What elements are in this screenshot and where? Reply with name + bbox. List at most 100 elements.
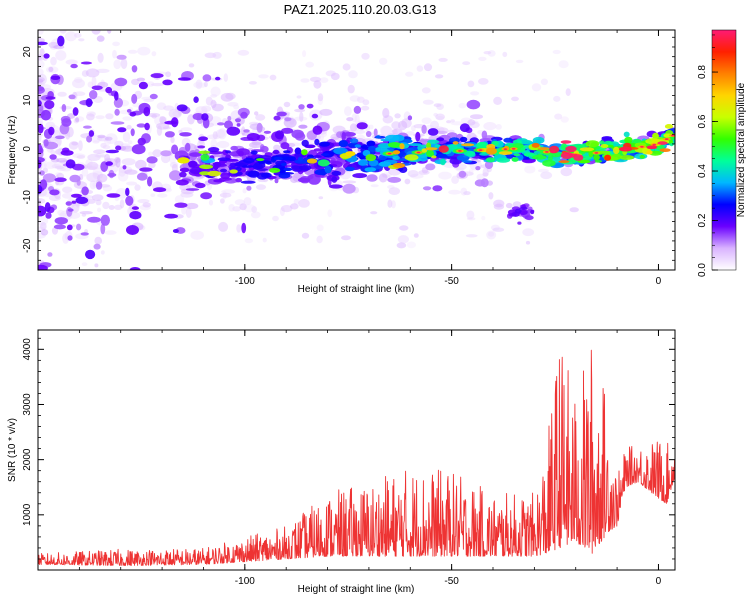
heatmap-cell	[217, 157, 231, 161]
heatmap-cell	[115, 145, 122, 151]
heatmap-cell	[352, 173, 368, 179]
heatmap-cell	[134, 184, 141, 191]
heatmap-cell	[478, 78, 489, 85]
heatmap-cell	[243, 129, 250, 133]
heatmap-cell	[39, 170, 45, 176]
heatmap-cell	[113, 59, 122, 70]
heatmap-cell	[294, 108, 306, 113]
heatmap-cell	[81, 186, 89, 196]
heatmap-cell	[66, 224, 73, 231]
heatmap-cell	[165, 71, 172, 78]
heatmap-cell	[398, 120, 408, 131]
heatmap-cell	[357, 159, 369, 166]
heatmap-cell	[530, 209, 535, 215]
heatmap-cell	[120, 58, 128, 70]
heatmap-cell	[485, 147, 497, 155]
heatmap-cell	[470, 91, 480, 96]
heatmap-cell	[321, 153, 329, 157]
heatmap-cell	[125, 187, 130, 197]
heatmap-cell	[61, 104, 67, 112]
heatmap-cell	[368, 159, 379, 166]
heatmap-cell	[147, 151, 154, 156]
heatmap-cell	[356, 122, 368, 130]
heatmap-cell	[81, 168, 89, 177]
heatmap-cell	[126, 181, 138, 186]
heatmap-cell	[106, 193, 121, 198]
heatmap-cell	[545, 151, 549, 153]
heatmap-cell	[131, 206, 139, 210]
heatmap-cell	[298, 199, 310, 208]
heatmap-cell	[463, 150, 476, 157]
heatmap-cell	[94, 263, 99, 268]
heatmap-cell	[594, 152, 599, 154]
heatmap-cell	[341, 131, 346, 142]
heatmap-cell	[151, 82, 164, 87]
heatmap-cell	[623, 148, 628, 151]
heatmap-cell	[565, 88, 571, 96]
heatmap-cell	[79, 211, 93, 215]
heatmap-cell	[290, 203, 299, 210]
heatmap-cell	[458, 150, 462, 152]
heatmap-cell	[475, 166, 481, 171]
heatmap-cell	[85, 249, 96, 260]
heatmap-cell	[450, 119, 455, 123]
heatmap-cell	[50, 56, 57, 66]
heatmap-cell	[446, 120, 452, 124]
heatmap-cell	[569, 207, 579, 213]
heatmap-cell	[478, 149, 483, 152]
heatmap-cell	[130, 128, 135, 137]
heatmap-cell	[480, 178, 489, 188]
heatmap-cell	[172, 229, 179, 233]
heatmap-cell	[388, 187, 400, 196]
heatmap-cell	[42, 173, 56, 183]
heatmap-cell	[169, 170, 182, 181]
heatmap-cell	[197, 145, 206, 149]
heatmap-cell	[80, 61, 92, 65]
heatmap-cell	[250, 150, 258, 155]
heatmap-cell	[346, 117, 354, 122]
heatmap-cell	[68, 94, 76, 100]
y-tick-label: 0	[22, 146, 33, 152]
heatmap-cell	[39, 48, 45, 57]
heatmap-cell	[532, 154, 547, 160]
heatmap-cell	[38, 184, 43, 195]
heatmap-cell	[57, 35, 65, 47]
heatmap-cell	[283, 167, 293, 171]
heatmap-cell	[100, 142, 107, 149]
heatmap-cell	[342, 183, 356, 194]
heatmap-cell	[407, 115, 413, 121]
heatmap-cell	[344, 106, 352, 117]
heatmap-cell	[353, 105, 362, 114]
heatmap-cell	[281, 205, 293, 213]
heatmap-cell	[297, 156, 304, 162]
heatmap-cell	[61, 186, 73, 194]
heatmap-cell	[85, 68, 100, 78]
y-tick-label: 3000	[22, 393, 33, 416]
heatmap-cell	[122, 131, 131, 143]
heatmap-cell	[312, 125, 323, 135]
heatmap-cell	[100, 250, 105, 255]
heatmap-cell	[531, 142, 540, 148]
heatmap-cell	[396, 242, 407, 249]
heatmap-cell	[394, 113, 401, 119]
heatmap-cell	[219, 192, 232, 198]
heatmap-cell	[169, 155, 176, 164]
heatmap-cell	[243, 197, 252, 206]
heatmap-cell	[225, 150, 232, 154]
heatmap-cell	[503, 137, 513, 143]
heatmap-cell	[136, 77, 146, 82]
heatmap-cell	[391, 121, 401, 130]
heatmap-cell	[440, 158, 446, 166]
heatmap-cell	[392, 162, 406, 169]
heatmap-cell	[657, 141, 668, 145]
heatmap-cell	[459, 123, 470, 133]
heatmap-cell	[65, 201, 73, 206]
heatmap-cell	[199, 164, 214, 170]
heatmap-cell	[104, 136, 113, 141]
heatmap-cell	[269, 74, 277, 81]
heatmap-cell	[246, 185, 252, 191]
heatmap-cell	[136, 172, 148, 181]
heatmap-cell	[76, 155, 86, 159]
heatmap-cell	[185, 142, 191, 152]
heatmap-cell	[552, 49, 561, 55]
